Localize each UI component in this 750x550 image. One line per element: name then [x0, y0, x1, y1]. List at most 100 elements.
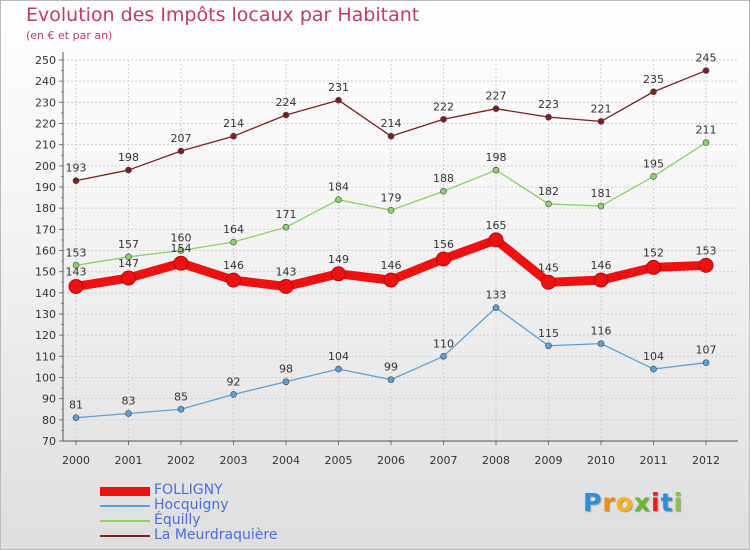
x-tick-label-2000: 2000 [62, 454, 90, 467]
x-tick-label-2004: 2004 [272, 454, 300, 467]
point-folligny-2009 [541, 274, 556, 290]
data-label-hocquigny-2010: 116 [591, 325, 612, 338]
data-label-la-meurdraquiere-2008: 227 [486, 90, 507, 103]
point-la-meurdraquiere-2000 [72, 177, 80, 184]
y-tick-label-230: 230 [35, 96, 56, 109]
x-tick-label-2001: 2001 [115, 454, 143, 467]
data-label-hocquigny-2005: 104 [328, 350, 349, 363]
y-tick-label-110: 110 [35, 350, 56, 363]
legend-label-la-meurdraquiere: La Meurdraquière [154, 527, 278, 543]
point-hocquigny-2006 [387, 376, 395, 383]
legend-swatch-la-meurdraquiere [100, 535, 150, 537]
x-tick-label-2003: 2003 [220, 454, 248, 467]
y-tick-label-250: 250 [35, 54, 56, 67]
y-tick-label-160: 160 [35, 245, 56, 258]
data-label-folligny-2010: 146 [591, 259, 612, 272]
data-label-folligny-2008: 165 [486, 219, 507, 232]
data-label-la-meurdraquiere-2006: 214 [381, 117, 402, 130]
point-equilly-2009 [545, 200, 552, 208]
data-label-la-meurdraquiere-2009: 223 [538, 98, 559, 111]
point-hocquigny-2001 [125, 410, 132, 417]
point-folligny-2001 [121, 270, 136, 286]
point-la-meurdraquiere-2010 [597, 118, 605, 125]
legend-swatch-folligny [100, 487, 150, 496]
logo-letter: x [633, 488, 651, 517]
data-label-la-meurdraquiere-2004: 224 [276, 96, 297, 109]
data-label-equilly-2000: 153 [66, 246, 87, 259]
data-label-la-meurdraquiere-2000: 193 [66, 162, 87, 175]
series-lines [68, 67, 714, 422]
data-label-hocquigny-2000: 81 [69, 399, 83, 412]
point-equilly-2012 [702, 139, 710, 146]
point-equilly-2010 [597, 202, 605, 210]
logo-letter: o [615, 488, 634, 517]
data-label-folligny-2004: 143 [276, 265, 297, 278]
legend-swatch-equilly [100, 520, 150, 522]
point-equilly-2007 [440, 187, 447, 195]
data-label-folligny-2001: 147 [118, 257, 139, 270]
point-hocquigny-2005 [335, 365, 342, 373]
point-folligny-2003 [226, 272, 241, 288]
data-label-la-meurdraquiere-2003: 214 [223, 117, 244, 130]
point-equilly-2004 [282, 223, 290, 231]
y-tick-label-220: 220 [35, 118, 56, 131]
point-folligny-2007 [436, 251, 451, 267]
logo-letter: i [673, 488, 684, 517]
point-hocquigny-2007 [440, 353, 447, 360]
point-equilly-2008 [492, 166, 500, 174]
legend-label-hocquigny: Hocquigny [154, 497, 229, 513]
data-label-hocquigny-2002: 85 [174, 390, 188, 403]
data-label-hocquigny-2011: 104 [643, 350, 664, 363]
y-tick-label-120: 120 [35, 329, 56, 342]
point-folligny-2005 [331, 266, 346, 282]
data-label-folligny-2011: 152 [643, 246, 664, 259]
y-tick-label-70: 70 [42, 435, 56, 448]
data-label-equilly-2009: 182 [538, 185, 559, 198]
data-label-folligny-2000: 143 [66, 265, 87, 278]
point-equilly-2001 [125, 253, 132, 261]
x-tick-label-2007: 2007 [430, 454, 458, 467]
point-folligny-2000 [68, 278, 84, 294]
legend-swatch-hocquigny [100, 505, 150, 507]
data-label-equilly-2001: 157 [118, 238, 139, 251]
y-tick-label-150: 150 [35, 266, 56, 279]
data-label-la-meurdraquiere-2010: 221 [591, 102, 612, 115]
data-label-equilly-2004: 171 [276, 208, 297, 221]
point-la-meurdraquiere-2007 [440, 115, 447, 123]
point-folligny-2011 [646, 259, 661, 275]
x-tick-label-2002: 2002 [167, 454, 195, 467]
point-folligny-2012 [698, 257, 714, 273]
data-label-folligny-2007: 156 [433, 238, 454, 251]
point-hocquigny-2008 [492, 304, 500, 311]
data-label-equilly-2005: 184 [328, 181, 349, 194]
point-equilly-2002 [177, 247, 185, 254]
data-label-equilly-2007: 188 [433, 172, 454, 185]
y-tick-label-240: 240 [35, 75, 56, 88]
data-label-la-meurdraquiere-2005: 231 [328, 81, 349, 94]
y-tick-label-210: 210 [35, 139, 56, 152]
logo-letter: r [602, 488, 616, 517]
point-equilly-2003 [230, 238, 237, 246]
data-label-la-meurdraquiere-2007: 222 [433, 100, 454, 113]
point-la-meurdraquiere-2009 [545, 113, 552, 121]
x-tick-label-2012: 2012 [692, 454, 720, 467]
data-label-folligny-2005: 149 [328, 253, 349, 266]
point-la-meurdraquiere-2005 [335, 96, 342, 104]
y-tick-label-200: 200 [35, 160, 56, 173]
data-label-la-meurdraquiere-2011: 235 [643, 73, 664, 86]
data-label-hocquigny-2009: 115 [538, 327, 559, 340]
data-label-equilly-2003: 164 [223, 223, 244, 236]
y-tick-label-130: 130 [35, 308, 56, 321]
data-label-equilly-2002: 160 [171, 232, 192, 245]
point-equilly-2005 [335, 196, 342, 203]
legend-label-folligny: FOLLIGNY [154, 482, 223, 498]
point-la-meurdraquiere-2002 [177, 147, 185, 155]
y-tick-label-80: 80 [42, 414, 56, 427]
y-tick-label-170: 170 [35, 223, 56, 236]
y-tick-label-90: 90 [42, 393, 56, 406]
data-label-hocquigny-2007: 110 [433, 337, 454, 350]
y-tick-label-100: 100 [35, 372, 56, 385]
point-la-meurdraquiere-2001 [125, 166, 132, 174]
y-tick-label-190: 190 [35, 181, 56, 194]
